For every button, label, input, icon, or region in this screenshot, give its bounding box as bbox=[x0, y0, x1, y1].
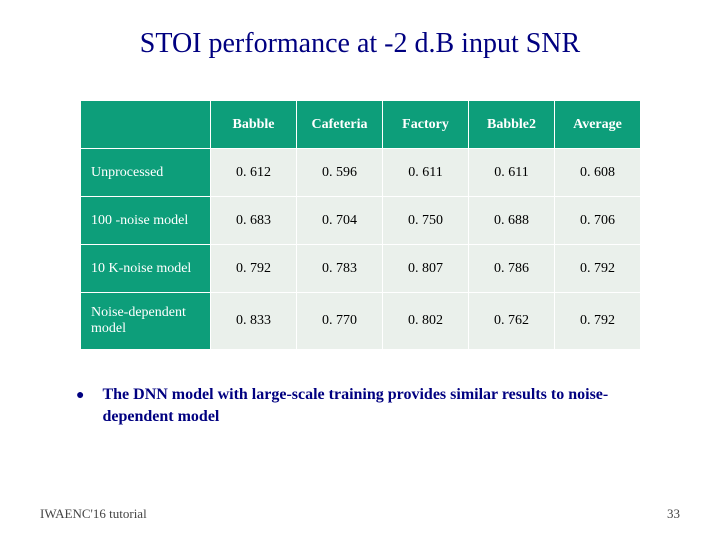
cell: 0. 596 bbox=[297, 149, 383, 197]
row-header: 100 -noise model bbox=[81, 197, 211, 245]
cell: 0. 611 bbox=[469, 149, 555, 197]
cell: 0. 706 bbox=[555, 197, 641, 245]
cell: 0. 783 bbox=[297, 245, 383, 293]
cell: 0. 833 bbox=[211, 293, 297, 350]
cell: 0. 792 bbox=[555, 293, 641, 350]
cell: 0. 612 bbox=[211, 149, 297, 197]
cell: 0. 792 bbox=[211, 245, 297, 293]
cell: 0. 704 bbox=[297, 197, 383, 245]
table-row: Unprocessed 0. 612 0. 596 0. 611 0. 611 … bbox=[81, 149, 641, 197]
stoi-table: Babble Cafeteria Factory Babble2 Average… bbox=[80, 100, 641, 350]
cell: 0. 770 bbox=[297, 293, 383, 350]
bullet-icon: ● bbox=[76, 386, 84, 406]
bullet-row: ● The DNN model with large-scale trainin… bbox=[40, 384, 680, 428]
col-header: Babble2 bbox=[469, 101, 555, 149]
slide: STOI performance at -2 d.B input SNR Bab… bbox=[0, 0, 720, 540]
cell: 0. 688 bbox=[469, 197, 555, 245]
cell: 0. 750 bbox=[383, 197, 469, 245]
table-row: 100 -noise model 0. 683 0. 704 0. 750 0.… bbox=[81, 197, 641, 245]
bullet-text: The DNN model with large-scale training … bbox=[102, 384, 664, 428]
cell: 0. 762 bbox=[469, 293, 555, 350]
table-row: 10 K-noise model 0. 792 0. 783 0. 807 0.… bbox=[81, 245, 641, 293]
footer: IWAENC'16 tutorial 33 bbox=[40, 506, 680, 522]
cell: 0. 802 bbox=[383, 293, 469, 350]
cell: 0. 683 bbox=[211, 197, 297, 245]
cell: 0. 611 bbox=[383, 149, 469, 197]
col-header: Babble bbox=[211, 101, 297, 149]
page-number: 33 bbox=[667, 506, 680, 522]
col-header: Average bbox=[555, 101, 641, 149]
stoi-table-wrap: Babble Cafeteria Factory Babble2 Average… bbox=[80, 100, 640, 350]
cell: 0. 792 bbox=[555, 245, 641, 293]
cell: 0. 786 bbox=[469, 245, 555, 293]
cell: 0. 608 bbox=[555, 149, 641, 197]
col-header: Factory bbox=[383, 101, 469, 149]
table-row: Noise-dependent model 0. 833 0. 770 0. 8… bbox=[81, 293, 641, 350]
row-header: Noise-dependent model bbox=[81, 293, 211, 350]
table-header-row: Babble Cafeteria Factory Babble2 Average bbox=[81, 101, 641, 149]
cell: 0. 807 bbox=[383, 245, 469, 293]
slide-title: STOI performance at -2 d.B input SNR bbox=[40, 28, 680, 60]
table-corner-cell bbox=[81, 101, 211, 149]
footer-left: IWAENC'16 tutorial bbox=[40, 506, 147, 522]
row-header: Unprocessed bbox=[81, 149, 211, 197]
row-header: 10 K-noise model bbox=[81, 245, 211, 293]
col-header: Cafeteria bbox=[297, 101, 383, 149]
